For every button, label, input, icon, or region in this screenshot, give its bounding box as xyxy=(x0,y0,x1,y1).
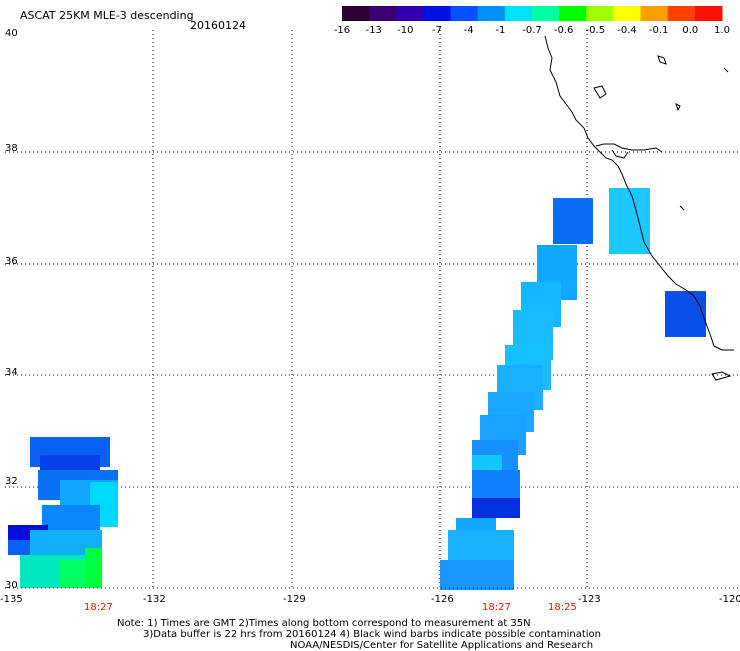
colorbar-swatch xyxy=(667,6,696,21)
map-title: ASCAT 25KM MLE-3 descending xyxy=(20,9,194,22)
colorbar-swatch xyxy=(450,6,479,21)
colorbar-label: -0.6 xyxy=(553,25,574,36)
colorbar-label: -10 xyxy=(397,25,414,36)
colorbar-swatch xyxy=(559,6,587,21)
colorbar-swatch xyxy=(423,6,452,21)
swath-cell xyxy=(553,198,593,244)
time-label-2: 18:27 xyxy=(482,602,511,613)
map-date: 20160124 xyxy=(190,19,246,32)
lon-label-126: -126 xyxy=(431,594,454,605)
colorbar-swatch xyxy=(504,6,533,21)
note-line-2: 3)Data buffer is 22 hrs from 20160124 4)… xyxy=(143,629,601,640)
lat-label-40: 40 xyxy=(5,28,18,39)
colorbar-swatch xyxy=(477,6,506,21)
coastline xyxy=(544,35,734,381)
lat-label-30: 30 xyxy=(5,580,18,591)
swath-cell xyxy=(609,188,650,254)
colorbar-label: -4 xyxy=(463,25,474,36)
colorbar-swatch xyxy=(640,6,669,21)
graticule xyxy=(5,30,740,588)
colorbar-swatch xyxy=(613,6,642,21)
lon-label-120: -120 xyxy=(719,594,740,605)
colorbar-swatch xyxy=(369,6,397,21)
colorbar-label: 1.0 xyxy=(714,25,730,36)
lat-label-34: 34 xyxy=(5,367,18,378)
lon-label-135: -135 xyxy=(0,594,23,605)
colorbar-swatch xyxy=(396,6,424,21)
colorbar-label: -16 xyxy=(333,25,351,36)
colorbar-label: -0.4 xyxy=(617,25,637,36)
swath-cell xyxy=(85,548,102,588)
swath-cell xyxy=(472,470,520,500)
colorbar-swatch xyxy=(694,6,723,21)
lon-label-132: -132 xyxy=(143,594,166,605)
colorbar-label: -0.7 xyxy=(522,25,542,36)
colorbar-label: -0.1 xyxy=(648,25,669,36)
lat-label-36: 36 xyxy=(5,256,18,267)
swath-cell xyxy=(472,498,520,518)
lat-label-32: 32 xyxy=(5,476,18,487)
lat-label-38: 38 xyxy=(5,143,18,154)
note-line-3: NOAA/NESDIS/Center for Satellite Applica… xyxy=(290,640,594,651)
colorbar-label: -13 xyxy=(365,25,382,36)
note-line-1: Note: 1) Times are GMT 2)Times along bot… xyxy=(117,618,531,629)
colorbar-label: 0.0 xyxy=(682,25,699,36)
lon-label-129: -129 xyxy=(283,594,306,605)
colorbar-label: -0.5 xyxy=(585,25,606,36)
swath-cell xyxy=(440,560,514,590)
swath-cell xyxy=(448,530,514,560)
colorbar xyxy=(342,6,723,21)
colorbar-swatch xyxy=(586,6,614,21)
colorbar-swatch xyxy=(342,6,370,21)
colorbar-swatch xyxy=(532,6,560,21)
colorbar-label: -7 xyxy=(432,25,442,36)
time-label-1: 18:27 xyxy=(84,602,113,613)
swath-data xyxy=(8,188,706,590)
lon-label-123: -123 xyxy=(578,594,601,605)
time-label-3: 18:25 xyxy=(548,602,577,613)
colorbar-label: -1 xyxy=(495,25,506,36)
swath-cell xyxy=(665,291,706,337)
swath-cell xyxy=(472,455,502,470)
